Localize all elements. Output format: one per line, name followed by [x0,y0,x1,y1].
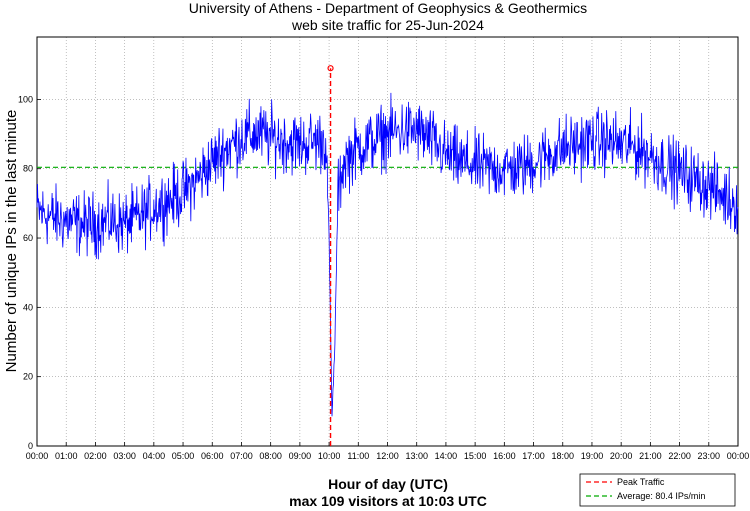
x-tick-label: 12:00 [376,451,399,461]
x-tick-label: 14:00 [435,451,458,461]
y-tick-label: 100 [18,94,33,104]
x-tick-label: 20:00 [610,451,633,461]
y-axis-label: Number of unique IPs in the last minute [3,110,20,373]
grid-lines [37,37,738,446]
x-tick-label: 19:00 [581,451,604,461]
x-tick-label: 08:00 [259,451,282,461]
legend-box [579,473,736,507]
x-tick-label: 06:00 [201,451,224,461]
legend-average-label: Average: 80.4 IPs/min [617,491,705,501]
chart-subtitle: web site traffic for 25-Jun-2024 [291,17,484,33]
x-tick-label: 21:00 [639,451,662,461]
x-tick-label: 18:00 [551,451,574,461]
y-tick-label: 0 [28,441,33,451]
x-tick-label: 11:00 [347,451,369,461]
x-tick-label: 07:00 [230,451,253,461]
axis-ticks: 00:00 01:00 02:00 03:00 04:00 05:00 06:00 07:00… [18,94,749,461]
legend: Peak Traffic Average: 80.4 IPs/min [579,473,736,507]
x-tick-label: 10:00 [318,451,341,461]
x-tick-label: 22:00 [668,451,691,461]
x-tick-label: 13:00 [405,451,428,461]
x-axis-label: Hour of day (UTC) [328,476,448,492]
peak-marker [327,65,334,72]
x-tick-label: 15:00 [464,451,487,461]
y-tick-label: 80 [23,164,33,174]
peak-summary: max 109 visitors at 10:03 UTC [289,493,487,509]
x-tick-label: 00:00 [727,451,750,461]
x-tick-label: 01:00 [55,451,78,461]
x-tick-label: 23:00 [698,451,721,461]
y-tick-label: 60 [23,233,33,243]
x-tick-label: 04:00 [143,451,166,461]
x-tick-label: 00:00 [26,451,49,461]
x-tick-label: 09:00 [289,451,312,461]
x-tick-label: 02:00 [84,451,107,461]
y-tick-label: 20 [23,372,33,382]
x-tick-label: 05:00 [172,451,195,461]
x-tick-label: 16:00 [493,451,516,461]
x-tick-label: 03:00 [113,451,136,461]
chart-title: University of Athens - Department of Geo… [189,0,587,16]
traffic-series-line [36,92,739,417]
y-tick-label: 40 [23,302,33,312]
legend-peak-label: Peak Traffic [617,477,665,487]
x-tick-label: 17:00 [522,451,545,461]
